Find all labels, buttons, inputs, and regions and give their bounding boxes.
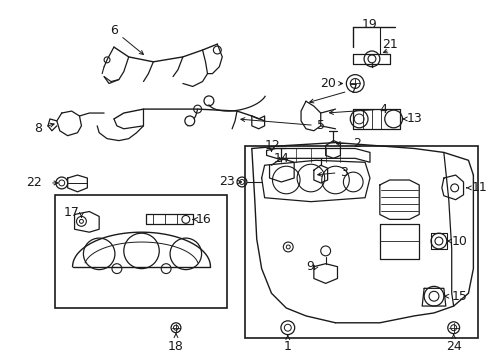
Text: 21: 21 xyxy=(381,37,397,51)
Text: 16: 16 xyxy=(195,213,211,226)
Bar xyxy=(55,195,227,308)
Text: 20: 20 xyxy=(319,77,335,90)
Text: 2: 2 xyxy=(336,137,360,150)
Text: 13: 13 xyxy=(406,112,421,125)
Text: 7: 7 xyxy=(309,83,358,103)
Text: 24: 24 xyxy=(445,339,461,352)
Text: 3: 3 xyxy=(317,166,347,179)
Text: 18: 18 xyxy=(168,339,183,352)
Circle shape xyxy=(184,116,194,126)
Text: 11: 11 xyxy=(470,181,486,194)
Text: 8: 8 xyxy=(34,122,54,135)
Text: 9: 9 xyxy=(305,260,313,273)
Text: 23: 23 xyxy=(219,175,241,189)
Text: 4: 4 xyxy=(329,103,387,116)
Text: 1: 1 xyxy=(284,339,291,352)
Text: 6: 6 xyxy=(110,24,143,54)
Text: 17: 17 xyxy=(63,206,80,219)
Bar xyxy=(244,145,477,338)
Text: 12: 12 xyxy=(264,139,280,152)
Text: 5: 5 xyxy=(241,118,324,132)
Text: 10: 10 xyxy=(451,235,467,248)
Text: 22: 22 xyxy=(26,176,42,189)
Text: 15: 15 xyxy=(451,290,467,303)
Text: 14: 14 xyxy=(273,152,288,165)
Text: 19: 19 xyxy=(362,18,377,31)
